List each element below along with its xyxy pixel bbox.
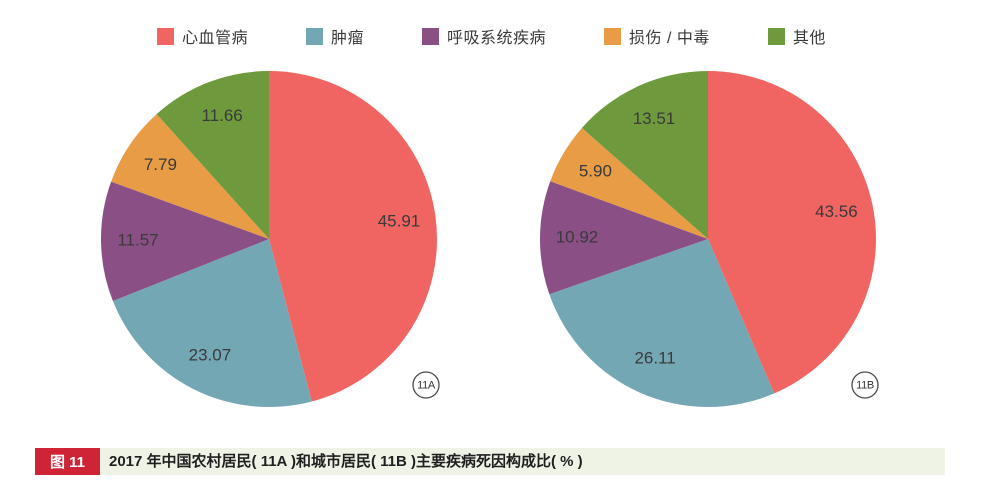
pie-slice-3 [550,127,708,239]
legend-label: 其他 [792,30,826,47]
legend-swatch-icon [306,27,324,45]
figure-number-badge: 图 11 [35,448,100,475]
pie-value-label-0: 43.56 [815,202,858,221]
pie-value-label-4: 13.51 [633,109,676,128]
pie-slice-1 [549,239,775,407]
figure-caption-text: 2017 年中国农村居民( 11A )和城市居民( 11B )主要疾病死因构成比… [100,448,945,475]
pie-slice-4 [581,71,708,239]
legend-swatch-icon [604,27,622,45]
pie-slice-2 [101,181,269,302]
pie-value-label-3: 7.79 [144,155,177,174]
pie-value-label-1: 26.11 [634,348,675,367]
subfigure-badge-label: 11A [417,379,436,391]
legend-item-0: 心血管病 [157,24,248,48]
subfigure-badge-circle [412,371,440,399]
pie-slice-0 [708,71,876,394]
pie-slice-4 [156,71,269,239]
pie-chart-11A-rural: 45.91 23.07 11.57 7.79 11.66 11A [101,71,440,407]
pie-value-label-3: 5.90 [579,161,612,180]
legend-label: 呼吸系统疾病 [447,30,547,47]
pie-value-label-1: 23.07 [189,345,232,364]
subfigure-badge-label: 11B [856,379,874,391]
figure-caption: 图 11 2017 年中国农村居民( 11A )和城市居民( 11B )主要疾病… [35,448,945,475]
pie-value-label-4: 11.66 [201,106,242,125]
legend-item-4: 其他 [767,24,826,48]
pie-value-label-2: 10.92 [556,227,599,246]
pie-slice-3 [111,114,269,239]
pie-chart-11B-urban: 43.56 26.11 10.92 5.90 13.51 11B [540,71,879,407]
chart-legend: 心血管病 肿瘤 呼吸系统疾病 损伤 / 中毒 其他 [157,24,826,48]
legend-item-3: 损伤 / 中毒 [604,24,710,48]
legend-swatch-icon [157,27,174,45]
legend-swatch-icon [422,27,440,45]
pie-slice-1 [112,239,312,407]
legend-label: 肿瘤 [331,30,365,47]
pie-value-label-2: 11.57 [117,230,158,249]
pie-slice-0 [269,71,437,402]
legend-swatch-icon [767,27,785,45]
pie-value-label-0: 45.91 [378,212,421,231]
legend-item-1: 肿瘤 [306,24,364,48]
subfigure-badge-circle [851,371,879,399]
legend-label: 损伤 / 中毒 [629,30,710,47]
legend-label: 心血管病 [182,30,249,47]
legend-item-2: 呼吸系统疾病 [422,24,546,48]
pie-slice-2 [540,181,708,295]
